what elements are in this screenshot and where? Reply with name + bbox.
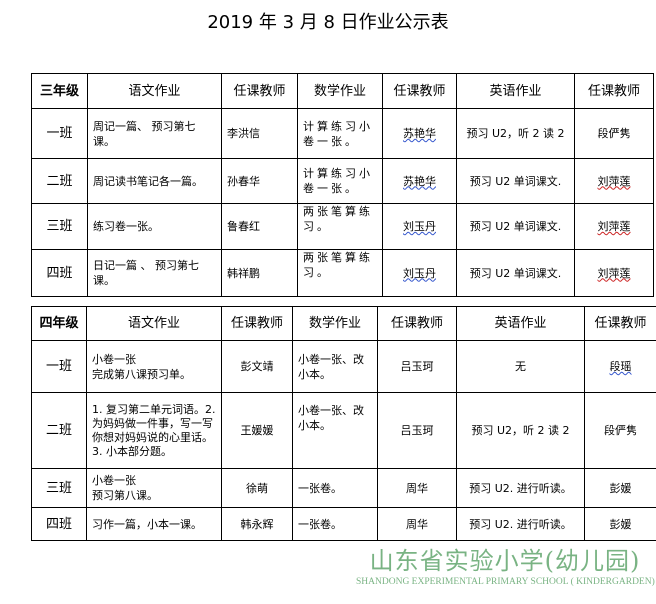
table-row: 二班 1. 复习第二单元词语。2. 为妈妈做一件事，写一写你想对妈妈说的心里话。… <box>31 392 656 469</box>
class-name: 三班 <box>31 203 88 250</box>
chinese-homework: 周记读书笔记各一篇。 <box>87 158 222 204</box>
chinese-homework: 日记一篇 、 预习第七课。 <box>87 249 222 297</box>
header-teacher: 任课教师 <box>377 306 457 341</box>
class-name: 一班 <box>31 340 87 393</box>
chinese-homework: 小卷一张 预习第八课。 <box>86 468 222 508</box>
watermark-chinese: 山东省实验小学(幼儿园) <box>369 547 641 575</box>
teacher: 李洪信 <box>221 108 298 159</box>
grade-header: 三年级 <box>31 73 88 109</box>
table-row: 一班 小卷一张 完成第八课预习单。 彭文靖 小卷一张、改小本。 吕玉珂 无 段瑶 <box>31 340 656 393</box>
teacher: 彭媛 <box>584 468 656 508</box>
header-teacher: 任课教师 <box>221 73 298 109</box>
teacher: 韩永辉 <box>221 507 293 541</box>
header-chinese: 语文作业 <box>87 73 222 109</box>
class-name: 四班 <box>31 507 87 541</box>
header-teacher: 任课教师 <box>382 73 457 109</box>
class-name: 三班 <box>31 468 87 508</box>
chinese-homework: 周记一篇、 预习第七课。 <box>87 108 222 159</box>
teacher: 吕玉珂 <box>377 392 457 469</box>
math-homework: 计算练习小卷一张。 <box>297 158 383 204</box>
teacher: 韩祥鹏 <box>221 249 298 297</box>
teacher: 鲁春红 <box>221 203 298 250</box>
table-row: 三班 小卷一张 预习第八课。 徐萌 一张卷。 周华 预习 U2. 进行听读。 彭… <box>31 468 656 508</box>
teacher: 吕玉珂 <box>377 340 457 393</box>
teacher: 彭媛 <box>584 507 656 541</box>
teacher: 段俨隽 <box>574 108 654 159</box>
english-homework: 预习 U2 单词课文. <box>456 203 575 250</box>
math-homework: 一张卷。 <box>292 507 378 541</box>
teacher: 刘玉丹 <box>403 266 436 280</box>
teacher: 段俨隽 <box>584 392 656 469</box>
math-homework: 小卷一张、改小本。 <box>292 392 378 469</box>
watermark-english: SHANDONG EXPERIMENTAL PRIMARY SCHOOL ( K… <box>356 577 655 587</box>
page-title: 2019 年 3 月 8 日作业公示表 <box>207 12 449 33</box>
math-homework: 两张笔算练习。 <box>297 249 383 297</box>
teacher: 王媛媛 <box>221 392 293 469</box>
header-english: 英语作业 <box>456 73 575 109</box>
math-homework: 小卷一张、改小本。 <box>292 340 378 393</box>
table-row: 三班 练习卷一张。 鲁春红 两张笔算练习。 刘玉丹 预习 U2 单词课文. 刘萍… <box>31 203 654 250</box>
header-teacher: 任课教师 <box>574 73 654 109</box>
english-homework: 预习 U2 单词课文. <box>456 249 575 297</box>
teacher: 段瑶 <box>609 360 632 373</box>
table-header-row: 四年级 语文作业 任课教师 数学作业 任课教师 英语作业 任课教师 <box>31 306 656 341</box>
math-homework: 计算练习小卷一张。 <box>297 108 383 159</box>
header-math: 数学作业 <box>292 306 378 341</box>
teacher: 苏艳华 <box>403 127 436 140</box>
table-row: 二班 周记读书笔记各一篇。 孙春华 计算练习小卷一张。 苏艳华 预习 U2 单词… <box>31 158 654 204</box>
teacher: 周华 <box>377 507 457 541</box>
math-homework: 一张卷。 <box>292 468 378 508</box>
teacher: 刘萍莲 <box>597 266 631 280</box>
teacher: 刘萍莲 <box>597 174 631 188</box>
chinese-homework: 1. 复习第二单元词语。2. 为妈妈做一件事，写一写你想对妈妈说的心里话。3. … <box>86 392 222 469</box>
teacher: 周华 <box>377 468 457 508</box>
teacher: 苏艳华 <box>403 174 436 188</box>
table-header-row: 三年级 语文作业 任课教师 数学作业 任课教师 英语作业 任课教师 <box>31 73 654 109</box>
header-teacher: 任课教师 <box>221 306 293 341</box>
teacher: 彭文靖 <box>221 340 293 393</box>
school-watermark-logo: 山东省实验小学(幼儿园) SHANDONG EXPERIMENTAL PRIMA… <box>356 546 655 588</box>
header-teacher: 任课教师 <box>584 306 656 341</box>
chinese-homework: 练习卷一张。 <box>87 203 222 250</box>
table-row: 四班 习作一篇，小本一课。 韩永辉 一张卷。 周华 预习 U2. 进行听读。 彭… <box>31 507 656 541</box>
table-row: 四班 日记一篇 、 预习第七课。 韩祥鹏 两张笔算练习。 刘玉丹 预习 U2 单… <box>31 249 654 297</box>
english-homework: 预习 U2. 进行听读。 <box>456 507 585 541</box>
english-homework: 预习 U2 单词课文. <box>456 158 575 204</box>
teacher: 徐萌 <box>221 468 293 508</box>
english-homework: 预习 U2，听 2 读 2 <box>456 392 585 469</box>
grade4-homework-table: 四年级 语文作业 任课教师 数学作业 任课教师 英语作业 任课教师 一班 小卷一… <box>31 306 656 541</box>
class-name: 二班 <box>31 158 88 204</box>
class-name: 四班 <box>31 249 88 297</box>
chinese-homework: 习作一篇，小本一课。 <box>86 507 222 541</box>
english-homework: 预习 U2. 进行听读。 <box>456 468 585 508</box>
table-row: 一班 周记一篇、 预习第七课。 李洪信 计算练习小卷一张。 苏艳华 预习 U2，… <box>31 108 654 159</box>
teacher: 孙春华 <box>221 158 298 204</box>
chinese-homework: 小卷一张 完成第八课预习单。 <box>86 340 222 393</box>
header-english: 英语作业 <box>456 306 585 341</box>
grade3-homework-table: 三年级 语文作业 任课教师 数学作业 任课教师 英语作业 任课教师 一班 周记一… <box>31 73 654 297</box>
header-chinese: 语文作业 <box>86 306 222 341</box>
english-homework: 预习 U2，听 2 读 2 <box>456 108 575 159</box>
english-homework: 无 <box>456 340 585 393</box>
grade-header: 四年级 <box>31 306 87 341</box>
class-name: 二班 <box>31 392 87 469</box>
teacher: 刘萍莲 <box>597 220 631 233</box>
class-name: 一班 <box>31 108 88 159</box>
header-math: 数学作业 <box>297 73 383 109</box>
math-homework: 两张笔算练习。 <box>297 203 383 250</box>
teacher: 刘玉丹 <box>403 220 436 233</box>
